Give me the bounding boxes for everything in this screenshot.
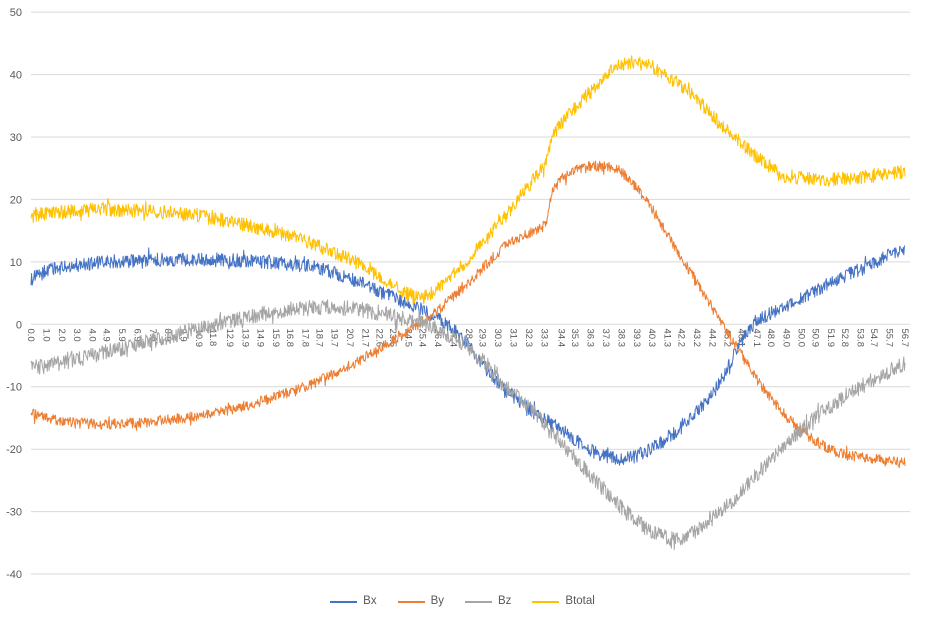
- x-tick-label-52.8: 52.8: [839, 329, 850, 348]
- x-tick-label-17.8: 17.8: [299, 329, 310, 348]
- x-tick-label-6.9: 6.9: [131, 329, 142, 342]
- x-tick-label-32.3: 32.3: [523, 329, 534, 348]
- x-tick-label-1.0: 1.0: [40, 329, 51, 342]
- x-tick-label-19.7: 19.7: [329, 329, 340, 348]
- x-tick-label-28.4: 28.4: [463, 329, 474, 348]
- x-tick-label-21.7: 21.7: [360, 329, 371, 348]
- x-tick-label-10.9: 10.9: [193, 329, 204, 348]
- x-tick-label-37.3: 37.3: [600, 329, 611, 348]
- y-tick-label--30: -30: [6, 507, 22, 519]
- y-tick-label--40: -40: [6, 569, 22, 581]
- series-line-by: [30, 160, 906, 469]
- y-tick-label--10: -10: [6, 382, 22, 394]
- x-tick-label-22.6: 22.6: [373, 329, 384, 348]
- y-tick-label-0: 0: [16, 319, 22, 331]
- x-tick-label-36.3: 36.3: [585, 329, 596, 348]
- x-tick-label-2.0: 2.0: [56, 329, 67, 342]
- x-tick-label-14.9: 14.9: [255, 329, 266, 348]
- series-line-bz: [30, 299, 906, 550]
- x-tick-label-53.8: 53.8: [854, 329, 865, 348]
- gridlines: [31, 11, 910, 575]
- series-line-bx: [30, 245, 905, 466]
- x-tick-label-49.0: 49.0: [780, 329, 791, 348]
- x-tick-label-44.2: 44.2: [706, 329, 717, 348]
- x-tick-label-40.3: 40.3: [646, 329, 657, 348]
- x-tick-label-16.8: 16.8: [284, 329, 295, 348]
- series-line-btotal: [30, 55, 906, 306]
- x-tick-label-38.3: 38.3: [615, 329, 626, 348]
- x-tick-label-39.3: 39.3: [631, 329, 642, 348]
- x-tick-label-4.0: 4.0: [87, 329, 98, 342]
- x-tick-label-43.2: 43.2: [691, 329, 702, 348]
- y-tick-label-40: 40: [10, 70, 22, 82]
- x-tick-label-50.0: 50.0: [796, 329, 807, 348]
- y-tick-label-20: 20: [10, 194, 22, 206]
- x-tick-label-31.3: 31.3: [508, 329, 519, 348]
- x-tick-label-41.3: 41.3: [662, 329, 673, 348]
- x-tick-label-20.7: 20.7: [344, 329, 355, 348]
- x-tick-label-46.1: 46.1: [736, 329, 747, 348]
- x-axis-labels: 0.0 1.0 2.0 3.0 4.0 4.9 5.9 6.9 7.9 8.9 9.9 10.9 11.…: [25, 329, 910, 348]
- x-tick-label-30.3: 30.3: [492, 329, 503, 348]
- x-tick-label-29.3: 29.3: [477, 329, 488, 348]
- y-tick-label-50: 50: [10, 7, 22, 19]
- y-tick-label-30: 30: [10, 132, 22, 144]
- x-tick-label-13.9: 13.9: [239, 329, 250, 348]
- x-tick-label-51.9: 51.9: [825, 329, 836, 348]
- x-tick-label-3.0: 3.0: [71, 329, 82, 342]
- y-tick-label--20: -20: [6, 444, 22, 456]
- x-tick-label-24.5: 24.5: [403, 329, 414, 348]
- x-tick-label-45.2: 45.2: [722, 329, 733, 348]
- x-tick-label-11.8: 11.8: [207, 329, 218, 347]
- x-tick-label-42.2: 42.2: [676, 329, 687, 348]
- x-tick-label-5.9: 5.9: [116, 329, 127, 342]
- x-tick-label-35.3: 35.3: [569, 329, 580, 348]
- series-lines: [30, 55, 906, 550]
- y-tick-label-10: 10: [10, 257, 22, 269]
- x-tick-label-50.9: 50.9: [810, 329, 821, 348]
- x-tick-label-47.1: 47.1: [751, 329, 762, 348]
- y-axis-labels: 50 40 30 20 10 0 -10 -20 -30 -40: [6, 7, 22, 581]
- x-tick-label-48.0: 48.0: [765, 329, 776, 348]
- x-tick-label-56.7: 56.7: [899, 329, 910, 348]
- x-tick-label-25.4: 25.4: [417, 329, 428, 348]
- x-tick-label-54.7: 54.7: [868, 329, 879, 348]
- x-tick-label-34.4: 34.4: [555, 329, 566, 348]
- x-tick-label-33.3: 33.3: [538, 329, 549, 348]
- x-tick-label-18.7: 18.7: [313, 329, 324, 348]
- x-tick-label-9.9: 9.9: [178, 329, 189, 342]
- x-tick-label-55.7: 55.7: [884, 329, 895, 348]
- x-tick-label-26.4: 26.4: [432, 329, 443, 348]
- x-tick-label-0.0: 0.0: [25, 329, 36, 342]
- x-tick-label-15.9: 15.9: [270, 329, 281, 348]
- x-tick-label-12.9: 12.9: [224, 329, 235, 348]
- x-tick-label-4.9: 4.9: [101, 329, 112, 342]
